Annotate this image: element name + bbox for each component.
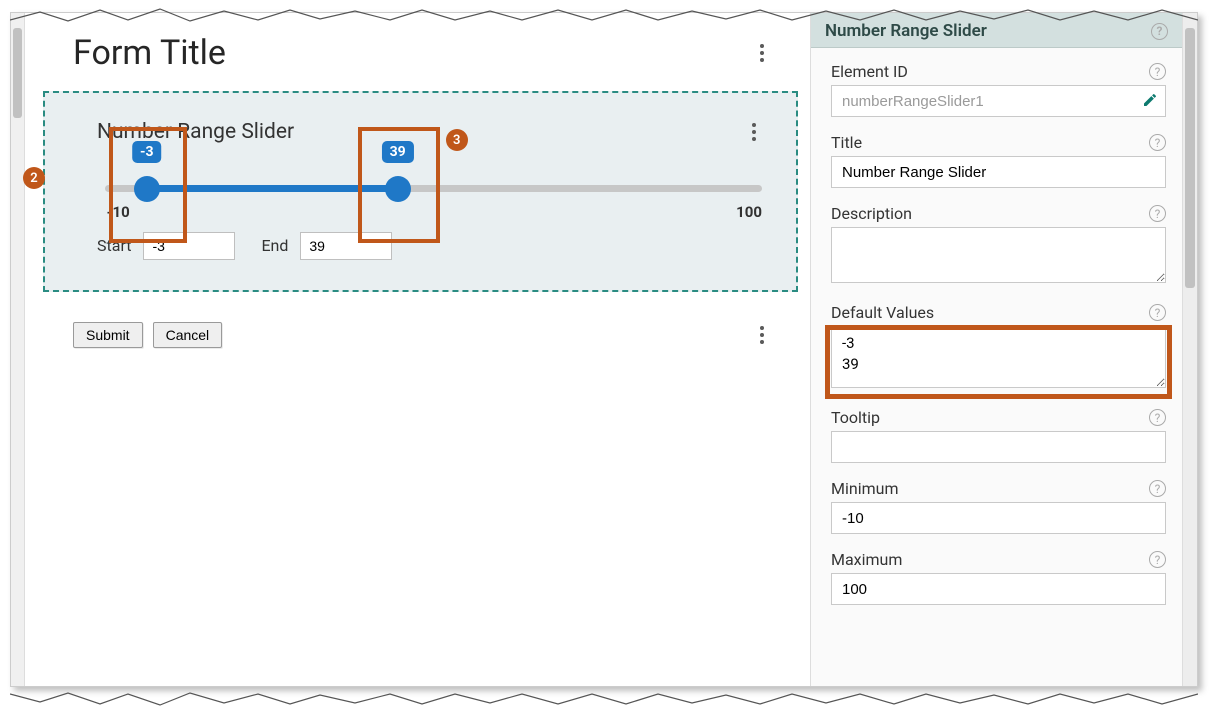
description-input[interactable] — [831, 227, 1166, 283]
prop-title: Title ? — [831, 133, 1166, 188]
slider-track-area: -3 39 -10 100 3 — [105, 185, 762, 192]
slider-track[interactable]: -3 39 — [105, 185, 762, 192]
prop-tooltip: Tooltip ? — [831, 408, 1166, 463]
slider-start-tooltip: -3 — [132, 141, 162, 163]
slider-fill — [147, 185, 398, 192]
prop-element-id: Element ID ? — [831, 62, 1166, 117]
end-field-group: End — [261, 232, 392, 260]
form-menu-kebab[interactable] — [752, 38, 772, 68]
submit-button[interactable]: Submit — [73, 322, 143, 348]
minimum-help-icon[interactable]: ? — [1149, 480, 1166, 497]
form-title: Form Title — [73, 33, 226, 73]
number-range-slider-element[interactable]: Number Range Slider 2 -3 39 -10 — [43, 91, 798, 292]
panel-help-icon[interactable]: ? — [1151, 23, 1168, 40]
minimum-label: Minimum — [831, 479, 898, 498]
slider-max-label: 100 — [736, 203, 762, 221]
prop-default-values: Default Values ? — [831, 303, 1166, 392]
start-field-label: Start — [97, 236, 131, 255]
element-id-input — [831, 85, 1166, 117]
slider-end-tooltip: 39 — [382, 141, 414, 163]
slider-element-title: Number Range Slider — [97, 120, 294, 144]
end-field-label: End — [261, 236, 288, 255]
slider-start-handle[interactable] — [134, 176, 160, 202]
default-values-help-icon[interactable]: ? — [1149, 304, 1166, 321]
prop-description: Description ? — [831, 204, 1166, 287]
slider-end-handle[interactable] — [385, 176, 411, 202]
tooltip-label: Tooltip — [831, 408, 880, 427]
minimum-input[interactable] — [831, 502, 1166, 534]
maximum-label: Maximum — [831, 550, 902, 569]
tooltip-help-icon[interactable]: ? — [1149, 409, 1166, 426]
element-id-help-icon[interactable]: ? — [1149, 63, 1166, 80]
buttons-row-menu-kebab[interactable] — [752, 320, 772, 350]
slider-min-label: -10 — [107, 203, 130, 221]
callout-badge-2: 2 — [23, 167, 45, 189]
properties-panel-title: Number Range Slider — [825, 21, 987, 41]
properties-panel: Number Range Slider ? 1 Element ID ? — [810, 13, 1182, 686]
prop-minimum: Minimum ? — [831, 479, 1166, 534]
description-help-icon[interactable]: ? — [1149, 205, 1166, 222]
tooltip-input[interactable] — [831, 431, 1166, 463]
start-input[interactable] — [143, 232, 235, 260]
prop-maximum: Maximum ? — [831, 550, 1166, 605]
default-values-input[interactable] — [831, 326, 1166, 388]
title-input[interactable] — [831, 156, 1166, 188]
cancel-button[interactable]: Cancel — [153, 322, 223, 348]
edit-element-id-icon[interactable] — [1142, 92, 1158, 112]
properties-scrollbar[interactable] — [1182, 13, 1197, 686]
slider-element-menu-kebab[interactable] — [744, 117, 764, 147]
maximum-help-icon[interactable]: ? — [1149, 551, 1166, 568]
default-values-label: Default Values — [831, 303, 934, 322]
start-field-group: Start — [97, 232, 235, 260]
end-input[interactable] — [300, 232, 392, 260]
maximum-input[interactable] — [831, 573, 1166, 605]
callout-badge-3: 3 — [446, 129, 468, 151]
element-id-label: Element ID — [831, 62, 908, 81]
title-label: Title — [831, 133, 862, 152]
title-help-icon[interactable]: ? — [1149, 134, 1166, 151]
canvas-scrollbar[interactable] — [11, 13, 25, 686]
form-canvas: Form Title Number Range Slider 2 — [25, 13, 810, 686]
description-label: Description — [831, 204, 912, 223]
